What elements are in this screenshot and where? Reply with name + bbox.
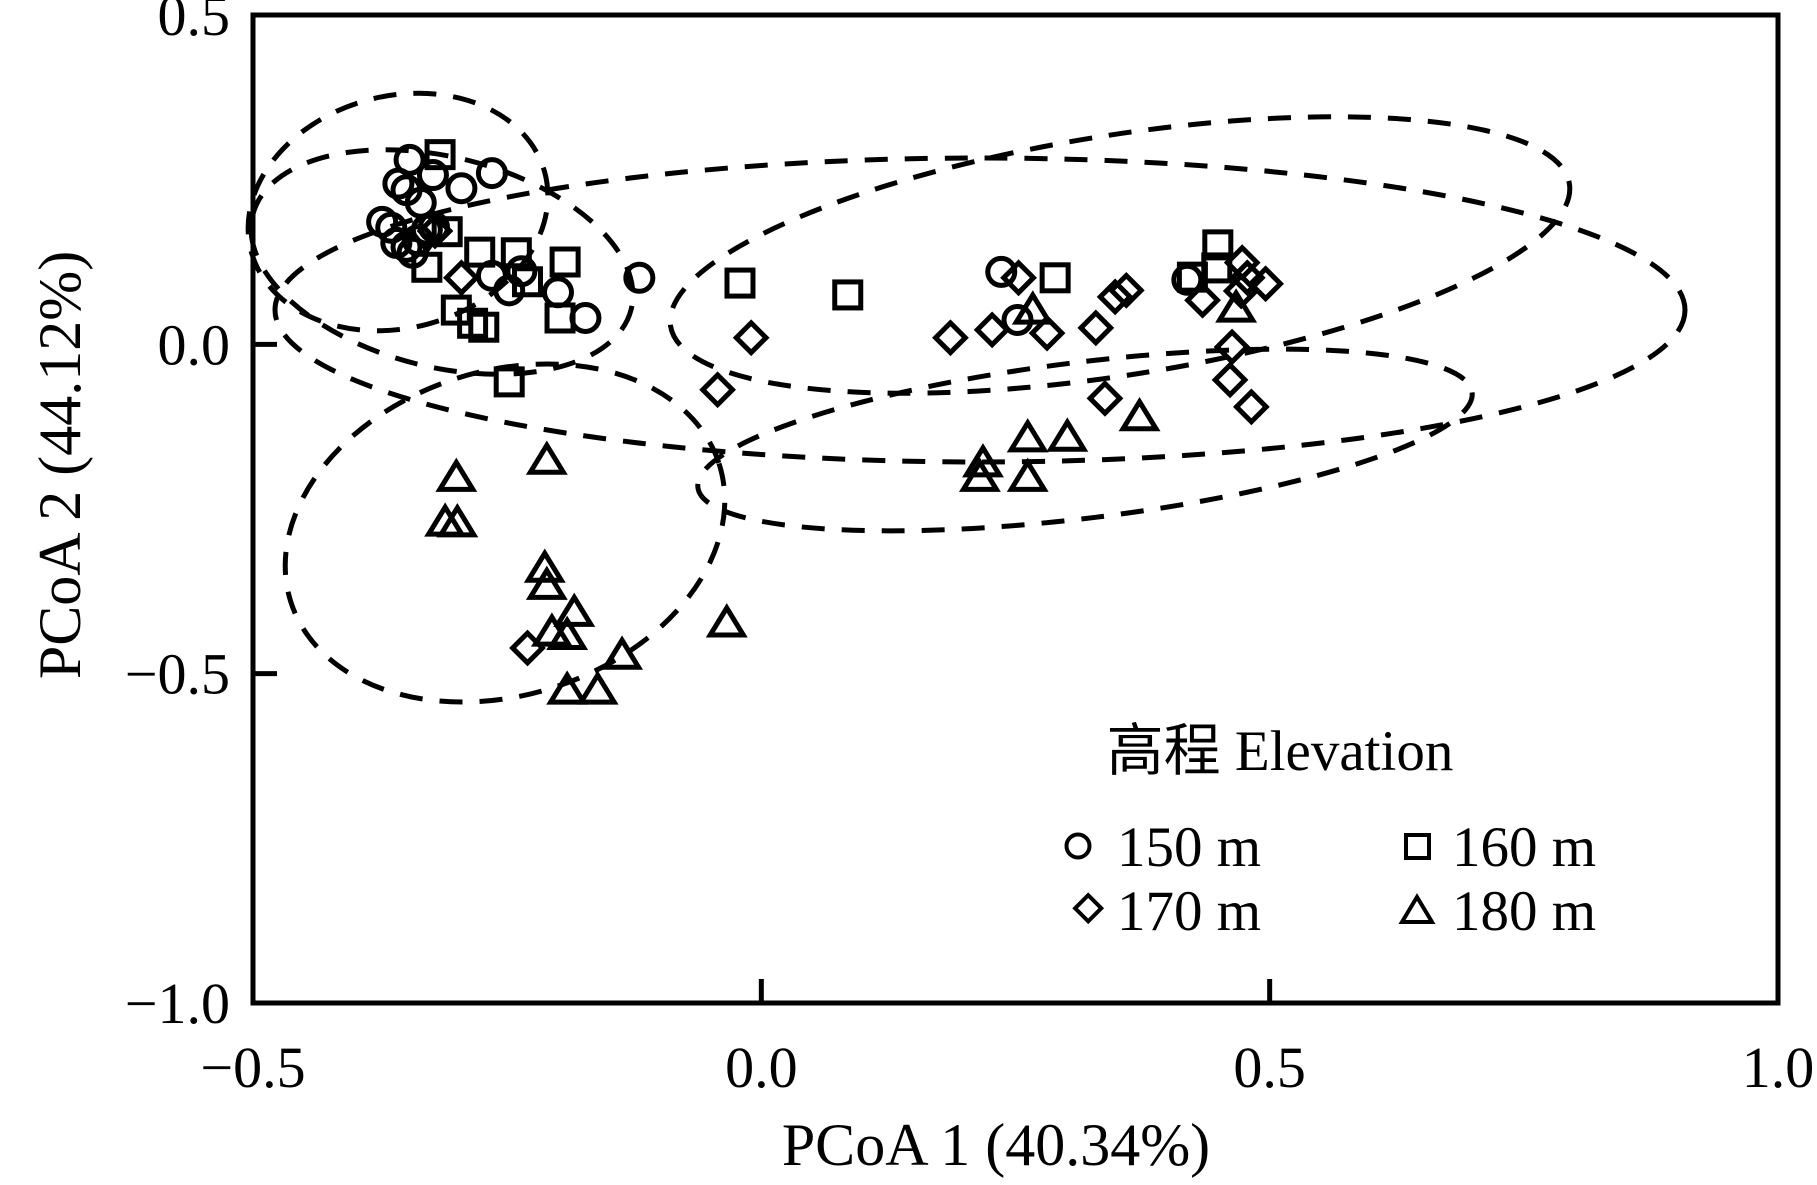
data-point-180m	[553, 592, 596, 627]
data-point-160m	[1039, 262, 1071, 294]
square-icon	[1404, 833, 1431, 860]
cluster-ellipse-2	[248, 147, 636, 377]
data-point-180m	[546, 615, 589, 650]
data-point-170m	[443, 259, 480, 297]
data-point-170m	[1086, 379, 1124, 417]
data-point-180m	[705, 603, 748, 638]
data-point-170m	[1028, 314, 1066, 352]
data-point-150m	[382, 167, 415, 200]
data-point-160m	[832, 279, 864, 311]
x-tick-label: 0.5	[1233, 1035, 1306, 1100]
data-point-150m	[569, 301, 602, 334]
data-point-180m	[1215, 288, 1258, 323]
y-tick-label: 0.5	[158, 0, 231, 48]
cluster-ellipse-4	[667, 114, 1573, 396]
data-point-150m	[985, 255, 1018, 288]
data-point-180m	[525, 565, 568, 600]
y-tick-label: 0.0	[158, 312, 231, 377]
data-point-180m	[601, 635, 644, 670]
y-tick-label: −0.5	[125, 642, 230, 707]
cluster-ellipse-3	[272, 155, 1688, 465]
data-point-180m	[546, 670, 589, 705]
data-point-180m	[1011, 290, 1054, 325]
data-point-160m	[724, 267, 756, 299]
data-point-160m	[468, 311, 500, 343]
data-point-160m	[493, 366, 525, 398]
data-point-150m	[493, 274, 526, 307]
data-point-170m	[1213, 328, 1251, 366]
data-point-160m	[1176, 261, 1208, 293]
data-point-180m	[1006, 457, 1049, 492]
data-point-180m	[962, 443, 1004, 478]
data-point-170m	[1000, 259, 1037, 297]
data-point-170m	[1232, 388, 1270, 426]
legend-label-180m: 180 m	[1452, 880, 1596, 943]
data-points-layer	[366, 139, 1284, 705]
data-point-180m	[525, 440, 568, 475]
confidence-ellipses-layer	[245, 90, 1688, 705]
legend-title: 高程 Elevation	[1107, 720, 1454, 783]
data-point-180m	[576, 670, 619, 705]
data-point-170m	[1107, 271, 1145, 309]
data-point-160m	[431, 216, 463, 248]
data-point-160m	[1202, 229, 1234, 261]
data-point-150m	[416, 159, 449, 192]
data-point-170m	[1223, 244, 1261, 282]
data-point-170m	[1211, 361, 1249, 399]
data-point-160m	[424, 139, 456, 171]
x-tick-label: 1.0	[1742, 1035, 1815, 1100]
legend-label-160m: 160 m	[1452, 816, 1596, 879]
data-point-180m	[958, 457, 1001, 492]
legend: 高程 Elevation 150 m 160 m 170 m 180 m	[1064, 720, 1596, 943]
data-point-180m	[1006, 418, 1049, 453]
cluster-ellipse-1	[245, 90, 551, 334]
x-tick-label: −0.5	[200, 1035, 305, 1100]
data-point-160m	[464, 236, 496, 268]
data-point-150m	[623, 261, 656, 294]
legend-label-150m: 150 m	[1117, 816, 1261, 879]
data-point-160m	[544, 302, 576, 334]
data-point-150m	[475, 157, 508, 190]
x-axis-ticks-layer: −0.5 0.0 0.5 1.0	[200, 979, 1814, 1100]
data-point-170m	[732, 319, 770, 357]
y-tick-label: −1.0	[125, 971, 230, 1036]
data-point-180m	[436, 503, 479, 538]
data-point-160m	[512, 266, 543, 298]
data-point-170m	[932, 319, 969, 357]
data-point-160m	[411, 251, 443, 283]
data-point-150m	[375, 211, 408, 244]
data-point-180m	[1118, 396, 1161, 432]
cluster-ellipse-5	[282, 361, 728, 705]
data-point-180m	[1046, 417, 1089, 452]
data-point-170m	[699, 371, 737, 409]
cluster-ellipse-6	[695, 346, 1475, 534]
data-point-170m	[1247, 265, 1284, 303]
y-axis-title: PCoA 2 (44.12%)	[27, 251, 93, 679]
legend-label-170m: 170 m	[1117, 880, 1261, 943]
data-point-170m	[416, 212, 454, 250]
data-point-160m	[500, 237, 532, 269]
circle-icon	[1064, 832, 1092, 860]
y-axis-ticks-layer: 0.5 0.0 −0.5 −1.0	[125, 0, 277, 1036]
triangle-icon	[1398, 893, 1436, 924]
data-point-170m	[973, 311, 1011, 349]
plot-frame	[250, 12, 1781, 1006]
data-point-150m	[542, 276, 574, 309]
data-point-180m	[523, 548, 566, 583]
diamond-icon	[1072, 892, 1105, 925]
data-point-160m	[549, 246, 581, 278]
data-point-170m	[1077, 309, 1115, 347]
x-tick-label: 0.0	[725, 1035, 798, 1100]
data-point-170m	[1184, 281, 1221, 319]
data-point-180m	[435, 457, 478, 492]
data-point-150m	[445, 172, 478, 205]
x-axis-title: PCoA 1 (40.34%)	[782, 1112, 1210, 1178]
